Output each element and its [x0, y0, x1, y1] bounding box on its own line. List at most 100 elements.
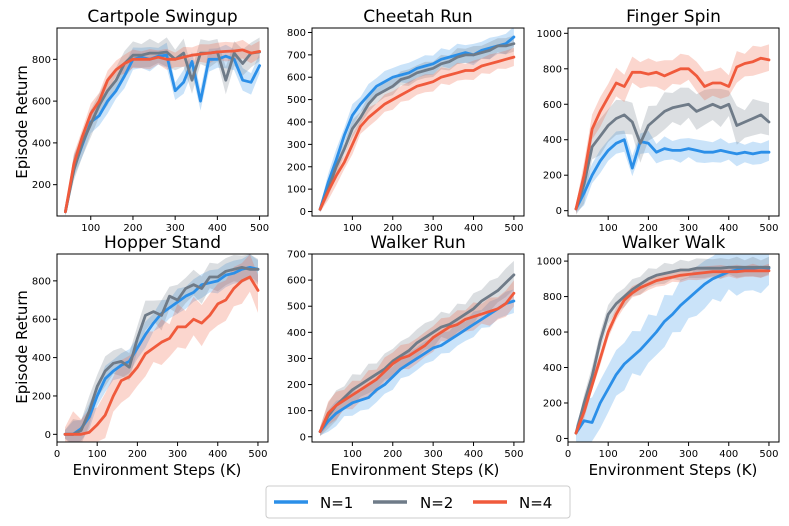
line-n-4-finger-spin [574, 56, 771, 211]
line-n-4-cartpole-swingup [64, 48, 262, 214]
x-tick-label-finger-spin-200: 200 [639, 223, 658, 234]
band-n-2-finger-spin [576, 87, 769, 215]
x-tick-label-hopper-stand-200: 200 [128, 449, 147, 460]
plot-area-finger-spin [574, 44, 771, 215]
y-tick-label-cartpole-swingup-200: 200 [32, 180, 51, 191]
x-tick-label-cheetah-run-300: 300 [424, 223, 443, 234]
y-tick-label-finger-spin-1000: 1000 [537, 29, 562, 40]
x-tick-label-cartpole-swingup-300: 300 [166, 223, 185, 234]
line-n-2-finger-spin [574, 102, 771, 211]
y-tick-label-hopper-stand-600: 600 [32, 315, 51, 326]
y-tick-label-cheetah-run-300: 300 [287, 140, 306, 151]
x-axis-label-right: Environment Steps (K) [589, 461, 758, 479]
x-tick-label-walker-run-100: 100 [343, 449, 362, 460]
x-tick-label-walker-walk-200: 200 [639, 449, 658, 460]
axes-frame-finger-spin [567, 27, 780, 217]
y-tick-label-cheetah-run-600: 600 [287, 73, 306, 84]
panel-walker-run: Walker Run 100 200 300 400 500 0 100 200 300 400 50… [287, 233, 525, 460]
line-n-1-cheetah-run [318, 35, 516, 211]
y-tick-label-walker-walk-800: 800 [543, 292, 562, 303]
y-tick-label-finger-spin-200: 200 [543, 171, 562, 182]
plot-area-cheetah-run [318, 28, 516, 213]
y-tick-label-cartpole-swingup-800: 800 [32, 55, 51, 66]
y-tick-label-walker-run-300: 300 [287, 354, 306, 365]
y-tick-label-cartpole-swingup-600: 600 [32, 97, 51, 108]
x-tick-label-cartpole-swingup-500: 500 [250, 223, 269, 234]
band-n-1-cartpole-swingup [65, 42, 260, 216]
line-n-2-walker-walk [574, 265, 771, 435]
panel-cheetah-run: Cheetah Run 100 200 300 400 500 0 100 200 300 400 5… [287, 7, 525, 234]
panel-title-hopper-stand: Hopper Stand [104, 233, 221, 253]
plot-area-hopper-stand [63, 254, 260, 442]
x-axis-label-middle: Environment Steps (K) [331, 461, 500, 479]
panel-title-walker-run: Walker Run [370, 233, 466, 253]
x-tick-label-walker-run-300: 300 [424, 449, 443, 460]
y-axis-label-top: Episode Return [13, 65, 31, 178]
y-tick-label-finger-spin-400: 400 [543, 135, 562, 146]
y-tick-label-cheetah-run-0: 0 [300, 207, 306, 218]
line-n-1-walker-walk [574, 265, 771, 435]
x-tick-label-walker-run-400: 400 [464, 449, 483, 460]
y-tick-label-hopper-stand-800: 800 [32, 276, 51, 287]
y-tick-label-walker-walk-0: 0 [556, 434, 562, 445]
y-axis-label-bottom: Episode Return [13, 290, 31, 403]
x-tick-label-finger-spin-100: 100 [599, 223, 618, 234]
line-n-2-cheetah-run [318, 42, 516, 211]
panel-cartpole-swingup: Cartpole Swingup 100 200 300 400 500 200 400 600… [32, 7, 269, 234]
y-tick-label-cheetah-run-100: 100 [287, 185, 306, 196]
line-n-4-cheetah-run [318, 55, 516, 211]
x-tick-label-walker-walk-300: 300 [679, 449, 698, 460]
x-axis-label-left: Environment Steps (K) [73, 461, 242, 479]
line-n-1-walker-run [318, 299, 516, 434]
line-n-1-finger-spin [574, 138, 771, 211]
x-tick-label-hopper-stand-300: 300 [168, 449, 187, 460]
y-tick-label-walker-run-500: 500 [287, 302, 306, 313]
y-tick-label-hopper-stand-200: 200 [32, 391, 51, 402]
axes-frame-walker-walk [567, 253, 780, 443]
y-tick-label-walker-run-400: 400 [287, 328, 306, 339]
y-tick-label-cheetah-run-400: 400 [287, 118, 306, 129]
y-tick-label-walker-walk-1000: 1000 [537, 257, 562, 268]
y-tick-label-cheetah-run-500: 500 [287, 95, 306, 106]
panel-title-cartpole-swingup: Cartpole Swingup [87, 7, 237, 27]
legend-box [265, 485, 571, 519]
x-tick-label-walker-run-200: 200 [383, 449, 402, 460]
x-tick-label-walker-walk-100: 100 [599, 449, 618, 460]
x-tick-label-hopper-stand-500: 500 [248, 449, 267, 460]
band-n-4-hopper-stand [65, 254, 258, 442]
line-n-2-hopper-stand [63, 265, 260, 436]
y-tick-label-walker-run-100: 100 [287, 406, 306, 417]
y-tick-label-finger-spin-600: 600 [543, 100, 562, 111]
line-n-4-walker-walk [574, 269, 771, 435]
band-n-2-walker-run [320, 260, 514, 437]
x-tick-label-cartpole-swingup-400: 400 [208, 223, 227, 234]
axes-frame-hopper-stand [56, 253, 269, 443]
panels: Cartpole Swingup 100 200 300 400 500 200 400 600… [32, 7, 780, 460]
line-n-4-walker-run [318, 291, 516, 434]
plot-area-cartpole-swingup [64, 37, 262, 216]
x-tick-label-finger-spin-300: 300 [679, 223, 698, 234]
band-n-4-cartpole-swingup [65, 39, 260, 216]
band-n-2-cheetah-run [320, 35, 514, 213]
legend-label-n2: N=2 [420, 494, 453, 512]
panel-walker-walk: Walker Walk 0 100 200 300 400 500 0 200 400 600 800… [537, 233, 780, 460]
y-tick-label-hopper-stand-400: 400 [32, 353, 51, 364]
x-tick-label-walker-walk-0: 0 [565, 449, 571, 460]
line-n-2-walker-run [318, 273, 516, 434]
axes-frame-cartpole-swingup [56, 27, 269, 217]
x-tick-label-walker-walk-500: 500 [759, 449, 778, 460]
x-tick-label-cartpole-swingup-200: 200 [123, 223, 142, 234]
x-tick-label-cheetah-run-400: 400 [464, 223, 483, 234]
x-tick-label-hopper-stand-400: 400 [208, 449, 227, 460]
x-tick-label-finger-spin-500: 500 [759, 223, 778, 234]
x-tick-label-walker-walk-400: 400 [719, 449, 738, 460]
panel-finger-spin: Finger Spin 100 200 300 400 500 0 200 400 600 800 1… [537, 7, 780, 234]
y-tick-label-hopper-stand-0: 0 [45, 430, 51, 441]
y-tick-label-finger-spin-800: 800 [543, 64, 562, 75]
line-n-1-cartpole-swingup [64, 53, 262, 214]
x-tick-label-hopper-stand-0: 0 [54, 449, 60, 460]
x-tick-label-cheetah-run-100: 100 [343, 223, 362, 234]
y-tick-label-walker-run-200: 200 [287, 380, 306, 391]
x-tick-label-finger-spin-400: 400 [719, 223, 738, 234]
